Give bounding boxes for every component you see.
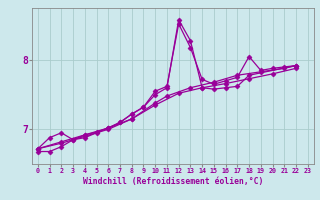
X-axis label: Windchill (Refroidissement éolien,°C): Windchill (Refroidissement éolien,°C) [83,177,263,186]
